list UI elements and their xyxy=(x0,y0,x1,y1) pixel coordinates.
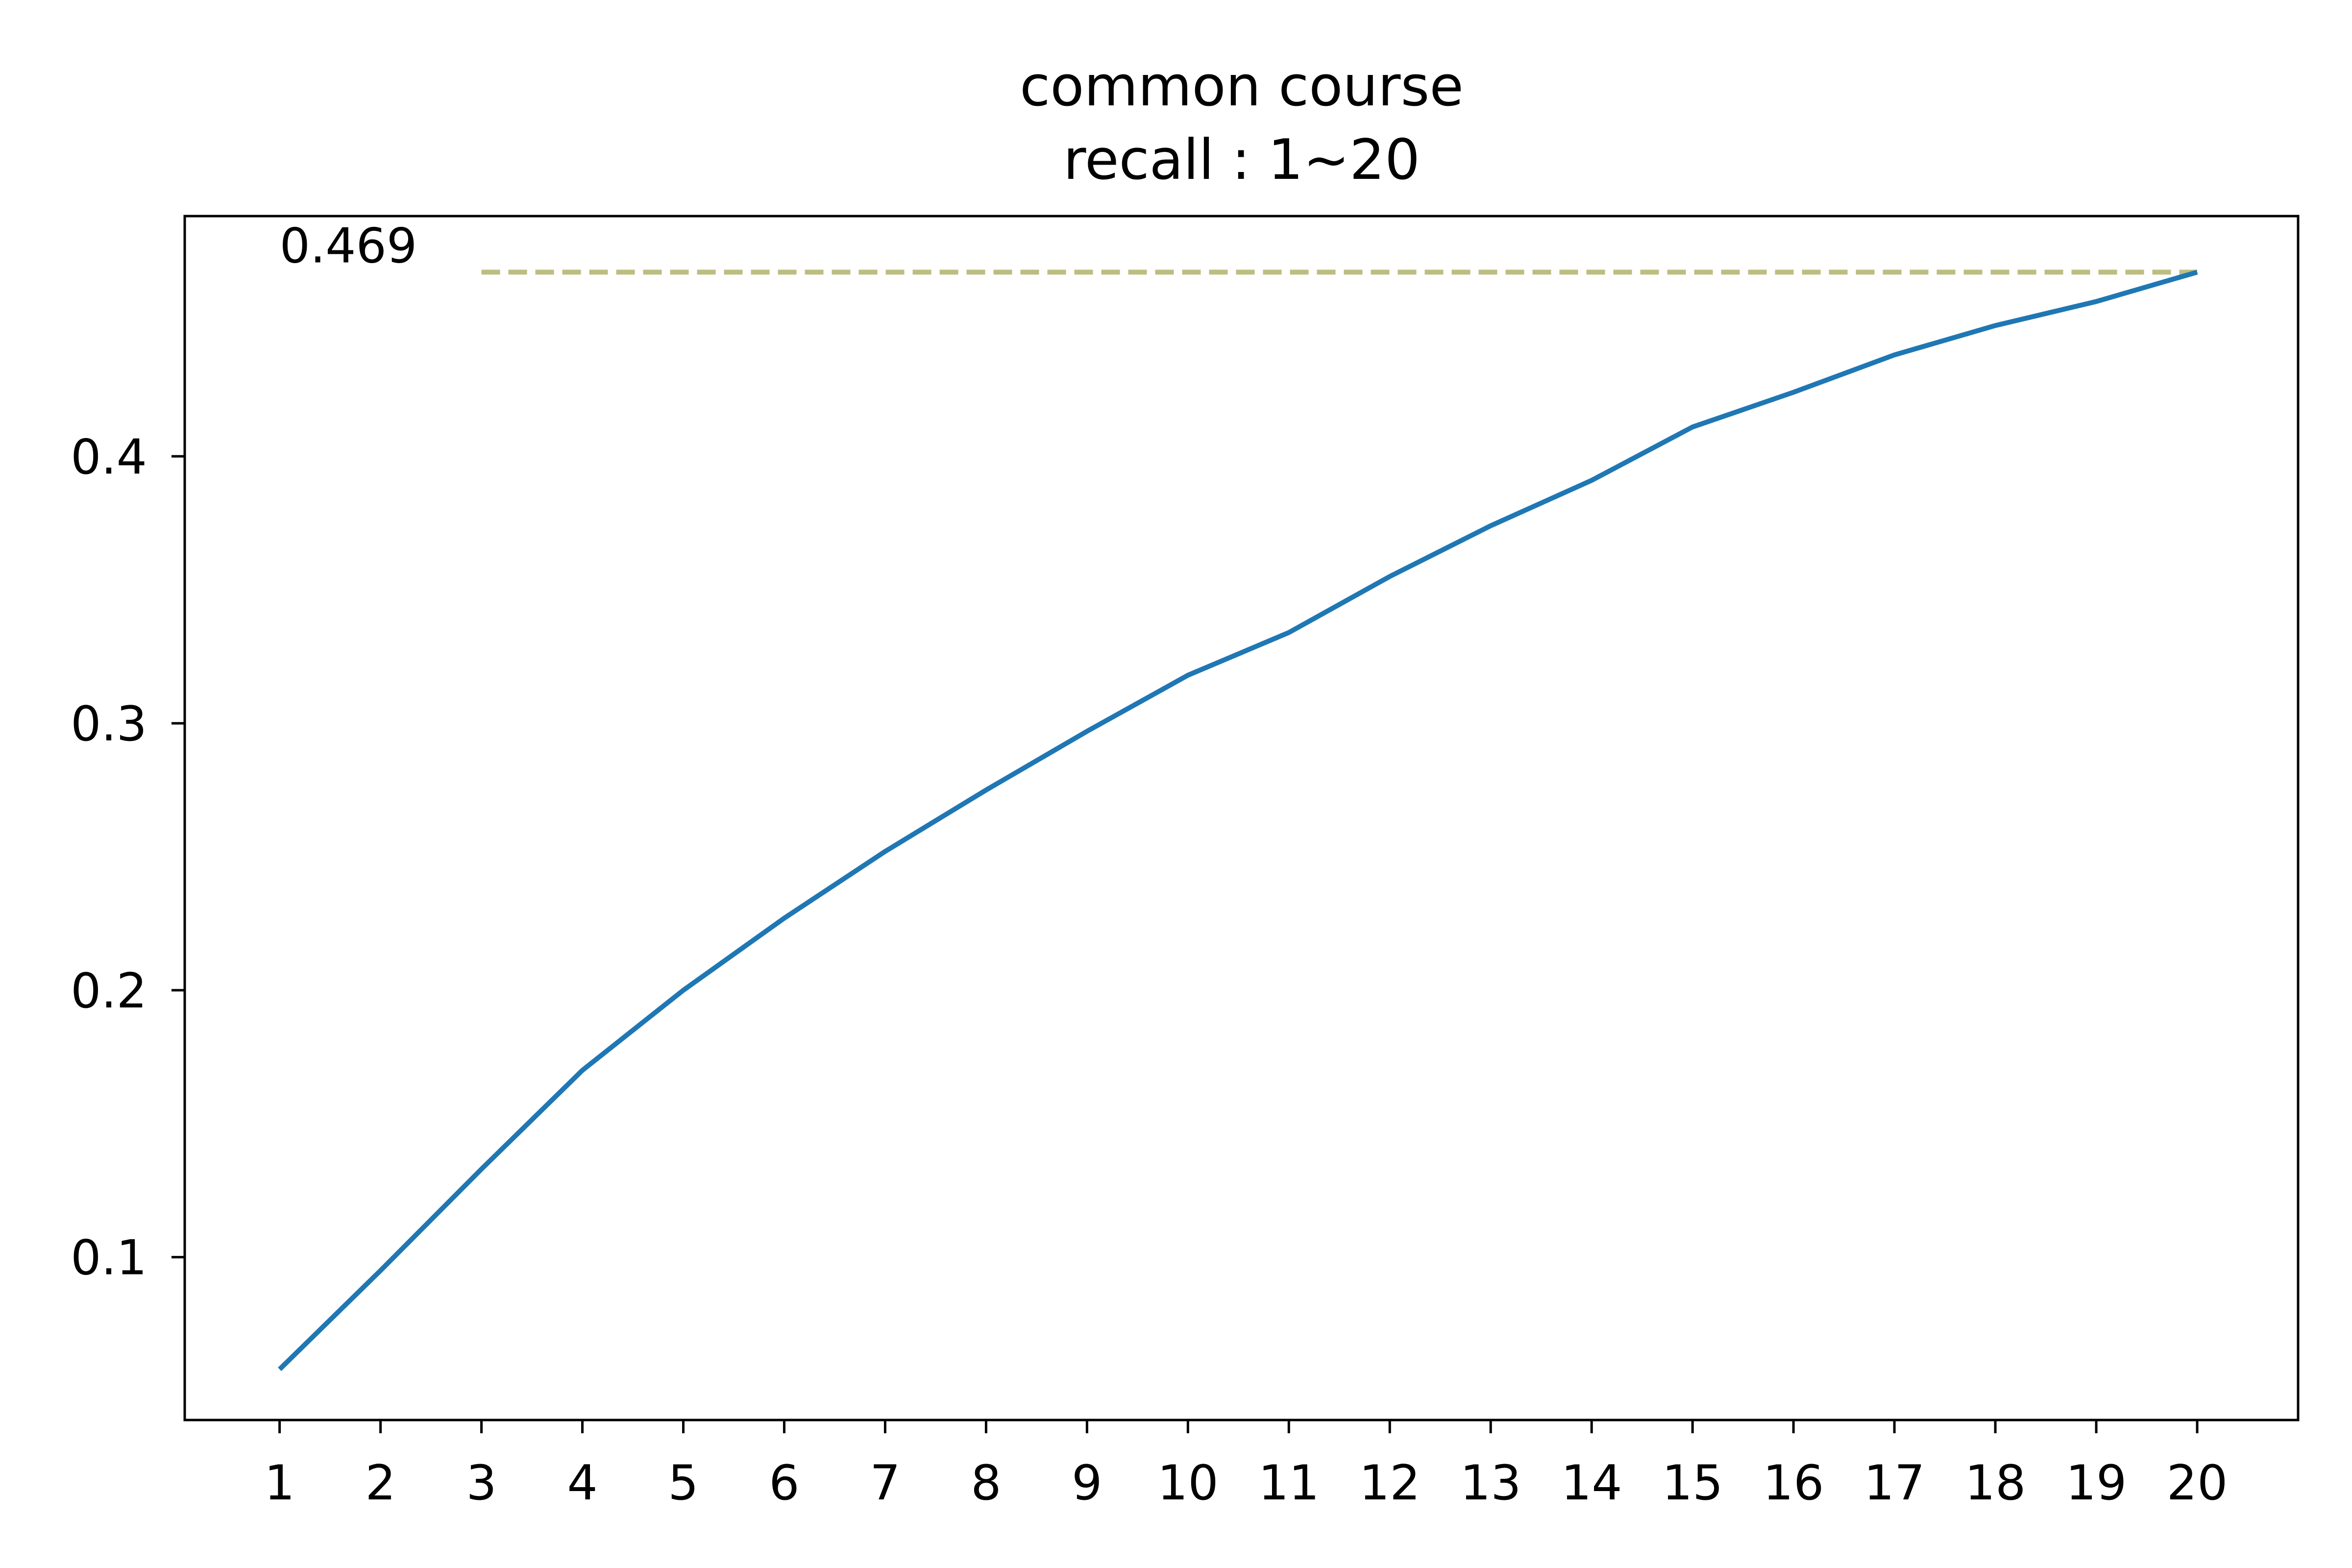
y-tick-label: 0.4 xyxy=(71,429,147,485)
y-tick-label: 0.2 xyxy=(71,963,147,1019)
x-tick-label: 16 xyxy=(1763,1455,1824,1511)
x-tick-label: 3 xyxy=(466,1455,496,1511)
chart-title: common course xyxy=(1020,54,1464,119)
x-tick-label: 5 xyxy=(668,1455,698,1511)
x-tick-label: 13 xyxy=(1460,1455,1521,1511)
x-tick-label: 8 xyxy=(971,1455,1001,1511)
y-tick-label: 0.1 xyxy=(71,1230,147,1286)
x-tick-label: 10 xyxy=(1157,1455,1219,1511)
x-tick-label: 6 xyxy=(769,1455,799,1511)
x-tick-label: 7 xyxy=(870,1455,900,1511)
x-tick-label: 17 xyxy=(1864,1455,1925,1511)
x-tick-label: 2 xyxy=(365,1455,395,1511)
y-tick-label: 0.3 xyxy=(71,696,147,752)
x-tick-label: 11 xyxy=(1258,1455,1320,1511)
x-axis-ticks: 1 2 3 4 5 6 7 8 9 10 11 12 13 14 15 16 17 18 19 20 xyxy=(264,1420,2228,1511)
annotations: 0.469 xyxy=(280,218,417,274)
x-tick-label: 1 xyxy=(264,1455,294,1511)
chart-subtitle: recall : 1~20 xyxy=(1063,127,1420,192)
x-tick-label: 4 xyxy=(567,1455,597,1511)
x-tick-label: 9 xyxy=(1072,1455,1102,1511)
value-annotation: 0.469 xyxy=(280,218,417,274)
x-tick-label: 19 xyxy=(2066,1455,2127,1511)
x-tick-label: 14 xyxy=(1561,1455,1622,1511)
x-tick-label: 20 xyxy=(2167,1455,2228,1511)
series-line-1 xyxy=(278,270,2198,1372)
x-tick-label: 18 xyxy=(1965,1455,2026,1511)
y-axis-ticks: 0.1 0.2 0.3 0.4 xyxy=(71,429,185,1286)
x-tick-label: 12 xyxy=(1359,1455,1421,1511)
plot-area-frame xyxy=(183,215,2300,1421)
x-tick-label: 15 xyxy=(1662,1455,1723,1511)
series-group xyxy=(278,270,2198,1372)
